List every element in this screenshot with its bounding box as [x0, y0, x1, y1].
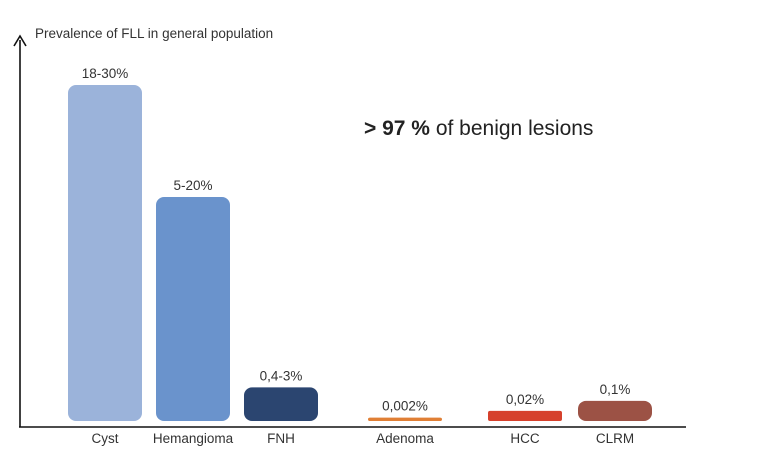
annotation-number: 97 % [382, 117, 430, 140]
category-label-fnh: FNH [267, 431, 295, 446]
value-label-adenoma: 0,002% [382, 399, 428, 414]
annotation: > 97 % of benign lesions [364, 117, 593, 140]
category-label-hcc: HCC [510, 431, 539, 446]
value-label-hcc: 0,02% [506, 392, 544, 407]
category-label-hemangioma: Hemangioma [153, 431, 234, 446]
annotation-prefix: > [364, 117, 382, 140]
value-label-cyst: 18-30% [82, 66, 129, 81]
category-label-clrm: CLRM [596, 431, 634, 446]
annotation-suffix: of benign lesions [430, 117, 593, 140]
bar-fnh [244, 387, 318, 421]
bar-clrm [578, 400, 652, 421]
bar-hemangioma [156, 197, 230, 421]
value-label-clrm: 0,1% [600, 382, 631, 397]
category-label-adenoma: Adenoma [376, 431, 434, 446]
y-axis-label: Prevalence of FLL in general population [35, 26, 273, 41]
value-label-hemangioma: 5-20% [173, 178, 212, 193]
bars-group: 18-30% Cyst 5-20% Hemangioma 0,4-3% FNH 0,002%… [68, 66, 652, 446]
bar-hcc [488, 410, 562, 421]
value-label-fnh: 0,4-3% [260, 368, 303, 383]
bar-cyst [68, 85, 142, 421]
category-label-cyst: Cyst [92, 431, 119, 446]
y-axis-arrow-icon [13, 34, 27, 47]
bar-adenoma [368, 417, 442, 421]
